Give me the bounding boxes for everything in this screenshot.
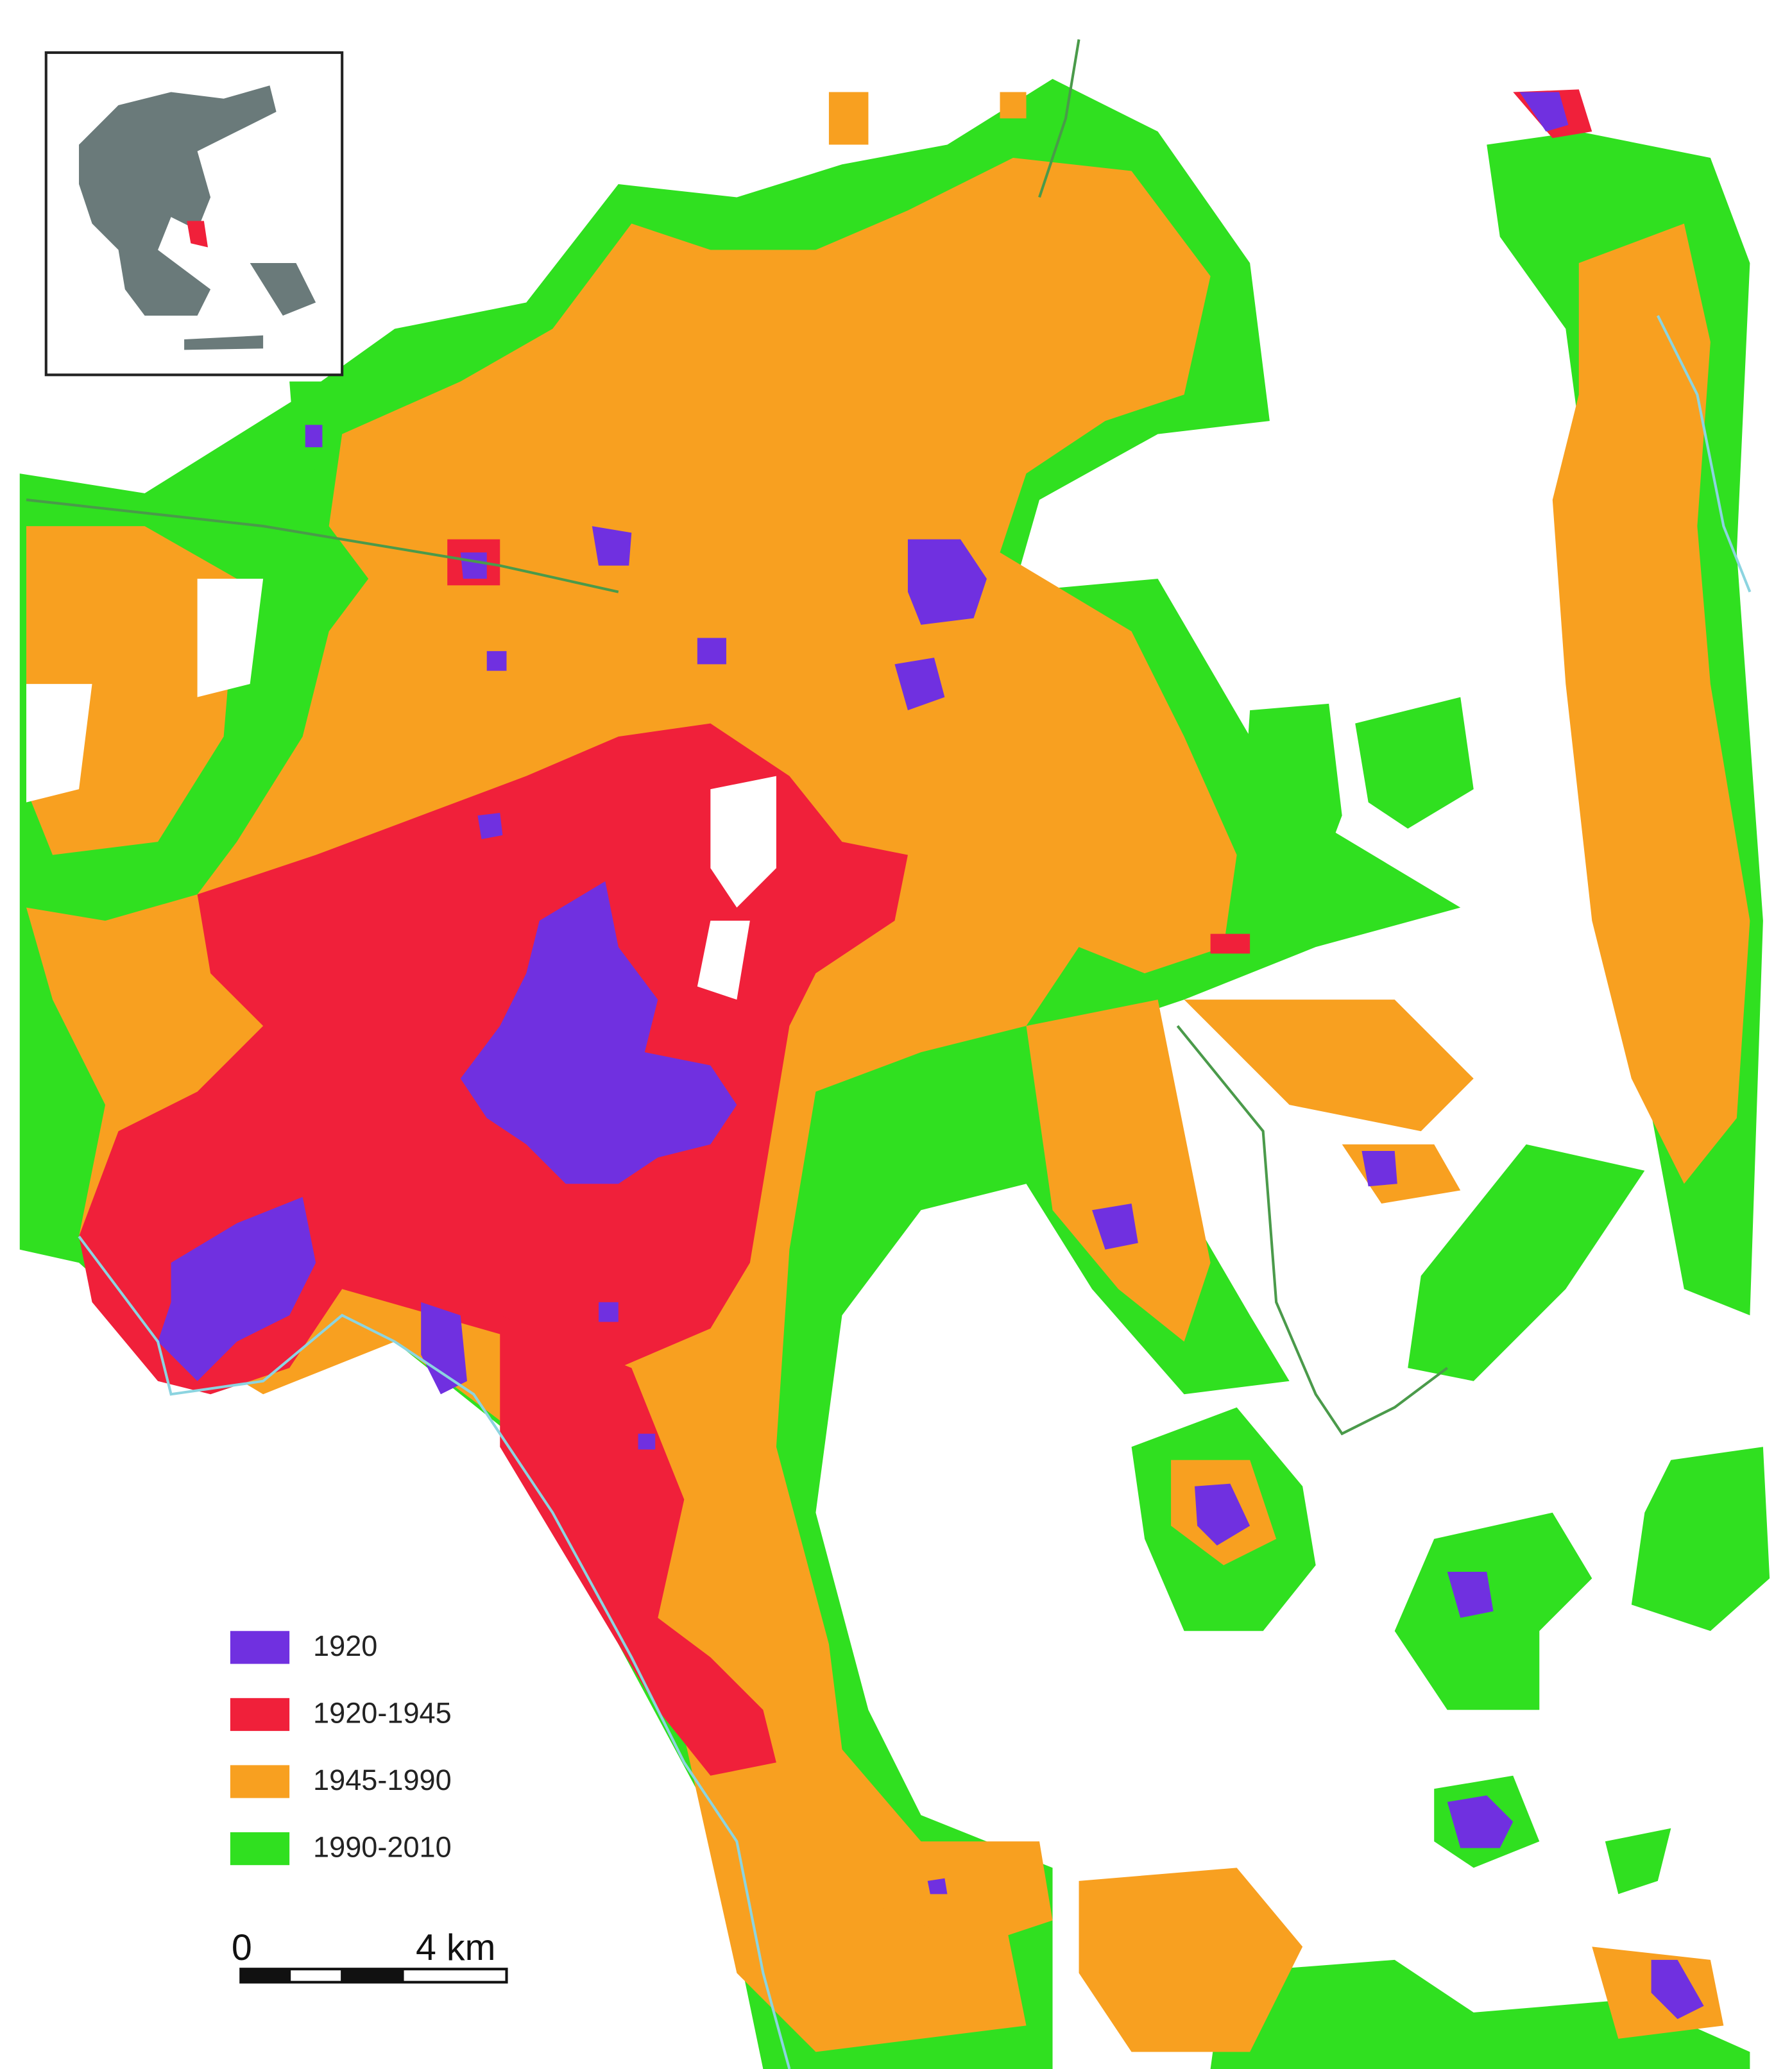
legend-label: 1945-1990 <box>313 1764 452 1796</box>
legend-label: 1920 <box>313 1630 377 1662</box>
legend-swatch <box>230 1765 290 1798</box>
urban-areas <box>19 39 1770 2069</box>
scale-segment <box>341 1969 404 1982</box>
inset-highlight <box>187 221 209 248</box>
scale-segment <box>241 1969 291 1982</box>
scale-bar: 0 4 km <box>232 1927 508 1984</box>
legend-label: 1990-2010 <box>313 1831 452 1864</box>
coastline <box>78 315 1752 2069</box>
scale-label: 0 <box>232 1927 252 1968</box>
legend-swatch <box>230 1631 290 1664</box>
rivers <box>26 39 1448 1436</box>
legend-label: 1920-1945 <box>313 1696 452 1729</box>
inset-map <box>44 51 344 377</box>
legend-swatch <box>230 1832 290 1866</box>
inset-land <box>79 85 277 316</box>
scale-label: 4 km <box>416 1927 495 1968</box>
inset-islands <box>184 263 316 350</box>
gaps <box>26 579 776 1000</box>
area-1920 <box>158 92 1704 2020</box>
legend: 1920 1920-1945 1945-1990 1990-2010 <box>230 1630 452 1866</box>
legend-swatch <box>230 1698 290 1732</box>
